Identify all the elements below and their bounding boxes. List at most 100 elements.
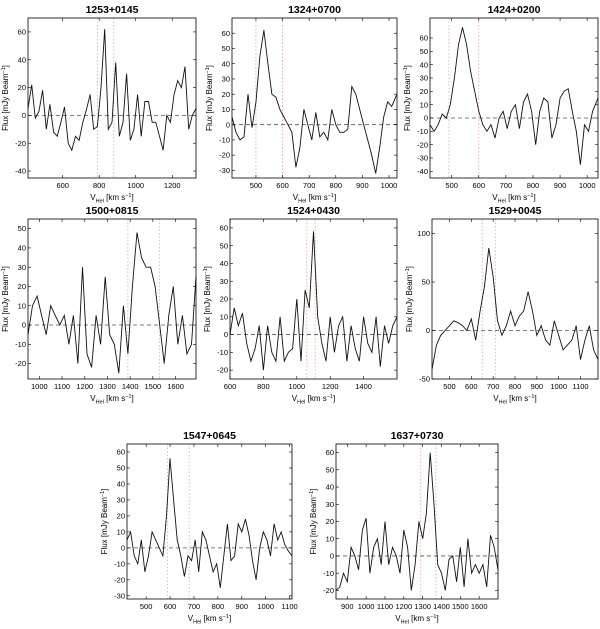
x-tick-label: 500 [443,382,456,391]
y-axis-label: Flux [mJy Beam−1] [205,65,214,131]
y-tick-label: -10 [217,348,228,357]
y-tick-label: 40 [420,60,428,69]
x-axis-label: VHel [km s−1] [492,193,535,205]
y-tick-label: -50 [419,375,430,384]
x-tick-label: 500 [250,181,263,190]
y-tick-label: 0 [424,114,428,123]
x-tick-label: 1000 [579,181,596,190]
y-tick-label: 30 [220,277,228,286]
x-tick-label: 1300 [99,382,116,391]
y-tick-label: 0 [224,330,228,339]
y-tick-label: 60 [420,34,428,43]
x-tick-label: 800 [330,181,343,190]
x-axis-label: VHel [km s−1] [395,614,438,626]
y-tick-label: -30 [114,591,125,600]
x-tick-label: 1100 [282,602,298,611]
y-tick-label: 50 [117,464,125,473]
x-tick-label: 600 [473,181,486,190]
x-tick-label: 800 [257,382,270,391]
panel-title: 1424+0200 [488,4,541,16]
x-tick-label: 600 [276,181,289,190]
y-tick-label: 20 [420,87,428,96]
x-tick-label: 800 [93,181,106,190]
y-tick-label: 50 [222,44,230,53]
y-tick-label: 20 [18,282,26,291]
x-axis-label: VHel [km s−1] [292,394,335,406]
plot-frame [27,218,197,380]
panel-1253+0145: 1253+0145 600 800 1000 1200 -40 -20 0 20 40 60 VHel… [1,4,197,205]
y-tick-label: 10 [18,301,26,310]
y-axis-label: Flux [mJy Beam−1] [100,489,109,555]
y-axis-label: Flux [mJy Beam−1] [309,489,318,555]
y-tick-label: -20 [114,575,125,584]
y-tick-label: -40 [15,167,26,176]
x-tick-label: 1100 [377,602,393,611]
x-tick-label: 1400 [355,382,372,391]
y-tick-label: 20 [18,83,26,92]
y-axis-label: Flux [mJy Beam−1] [1,65,10,131]
plot-frame [231,17,398,179]
y-axis-label: Flux [mJy Beam−1] [405,266,414,332]
x-tick-label: 1100 [54,382,70,391]
x-tick-label: 1200 [395,602,412,611]
y-tick-label: 30 [420,74,428,83]
x-tick-label: 500 [140,602,153,611]
y-tick-label: 40 [220,259,228,268]
y-axis-label: Flux [mJy Beam−1] [203,266,212,332]
x-tick-label: 1000 [358,602,375,611]
y-tick-label: -40 [417,167,428,176]
x-tick-label: 1000 [257,602,274,611]
y-tick-label: 60 [222,29,230,38]
y-tick-label: 30 [222,75,230,84]
y-tick-label: 0 [22,321,26,330]
spectrum-line [229,231,398,371]
y-tick-label: -10 [323,569,334,578]
x-tick-label: 1200 [322,382,339,391]
y-tick-label: 20 [326,517,334,526]
x-tick-label: 1200 [164,181,181,190]
x-axis-label: VHel [km s−1] [90,193,133,205]
y-tick-label: 10 [420,100,428,109]
y-tick-label: 60 [117,448,125,457]
y-tick-label: 30 [18,263,26,272]
x-tick-label: 900 [341,602,354,611]
y-tick-label: 0 [22,111,26,120]
x-tick-label: 600 [56,181,69,190]
panel-title: 1547+0645 [183,430,236,442]
y-tick-label: 50 [420,47,428,56]
panel-1524+0430: 1524+0430 600 800 1000 1200 1400 -20 -10 0 10 20 30… [203,205,398,406]
panel-1500+0815: 1500+0815 1000 1100 1200 1300 1400 1500 1600 -20… [1,205,197,406]
x-tick-label: 1400 [433,602,450,611]
y-tick-label: 40 [18,244,26,253]
y-tick-label: 30 [326,500,334,509]
x-axis-label: VHel [km s−1] [90,394,133,406]
y-tick-label: 50 [326,465,334,474]
x-tick-label: 900 [356,181,369,190]
y-tick-label: 20 [117,512,125,521]
spectrum-line [431,248,599,370]
y-tick-label: 0 [330,552,334,561]
x-tick-label: 700 [188,602,201,611]
y-tick-label: 60 [326,448,334,457]
x-tick-label: 1100 [572,382,588,391]
x-tick-label: 900 [554,181,567,190]
x-tick-label: 1000 [127,181,144,190]
panel-title: 1253+0145 [86,4,139,16]
panel-title: 1524+0430 [287,205,340,217]
y-tick-label: 10 [117,527,125,536]
x-tick-label: 600 [224,382,237,391]
y-tick-label: 50 [18,224,26,233]
x-tick-label: 1000 [31,382,48,391]
plot-frame [27,17,197,179]
y-tick-label: -10 [15,340,26,349]
y-tick-label: 0 [426,326,430,335]
panel-title: 1637+0730 [391,430,444,442]
spectrum-line [27,29,197,152]
x-tick-label: 500 [445,181,458,190]
y-tick-label: 60 [220,223,228,232]
x-tick-label: 700 [487,382,500,391]
spectrum-line [429,27,599,165]
